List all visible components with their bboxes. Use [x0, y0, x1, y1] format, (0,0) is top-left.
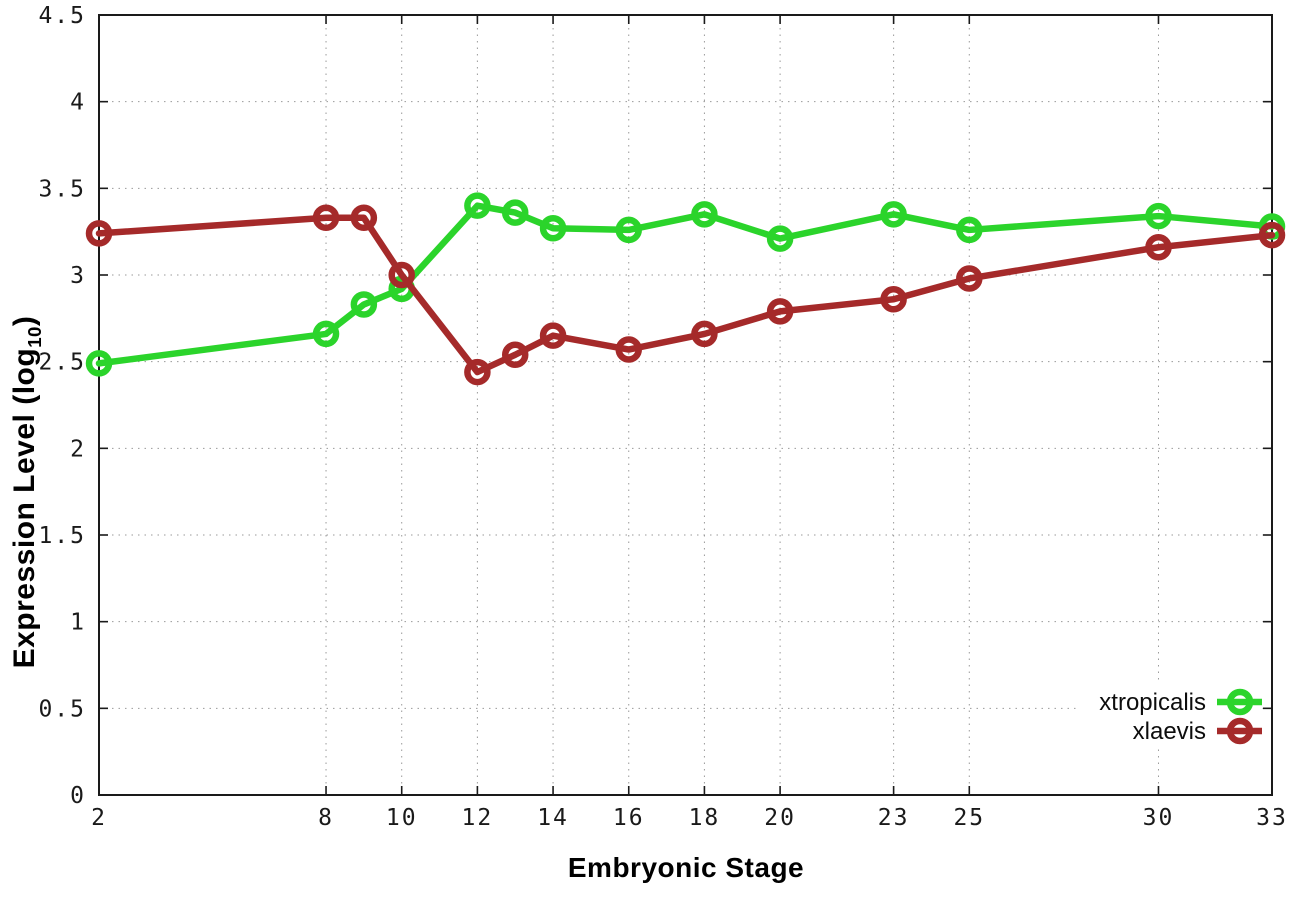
legend-label-xtropicalis: xtropicalis — [1099, 689, 1206, 716]
data-point-xlaevis — [388, 261, 415, 289]
data-point-xlaevis — [615, 336, 642, 363]
data-point-xtropicalis — [85, 350, 113, 377]
data-point-xlaevis — [350, 204, 378, 232]
y-tick-label: 0.5 — [38, 696, 86, 722]
y-axis-title-subscript: 10 — [24, 326, 45, 348]
y-tick-label: 4.5 — [38, 3, 86, 29]
legend-label-xlaevis: xlaevis — [1133, 718, 1206, 745]
data-point-xtropicalis — [615, 216, 642, 244]
y-tick-label: 2 — [70, 436, 86, 462]
data-point-xtropicalis — [312, 320, 340, 348]
data-point-xtropicalis — [464, 192, 491, 219]
y-tick-label: 4 — [70, 90, 86, 116]
legend-sample-marker-xtropicalis — [1226, 688, 1254, 716]
x-tick-label: 20 — [764, 805, 796, 831]
x-tick-label: 18 — [689, 805, 721, 831]
data-point-xlaevis — [85, 220, 113, 247]
y-axis-title-close: ) — [8, 315, 41, 327]
y-tick-label: 3 — [70, 263, 86, 289]
x-tick-label: 25 — [953, 805, 985, 831]
data-point-xtropicalis — [539, 214, 567, 242]
y-axis-title-text: Expression Level (log — [8, 347, 41, 669]
x-tick-label: 30 — [1143, 805, 1175, 831]
series-line-xlaevis — [95, 214, 1276, 376]
y-tick-label: 1 — [70, 610, 86, 636]
data-point-xtropicalis — [350, 291, 378, 318]
y-tick-label: 2.5 — [38, 350, 86, 376]
data-point-xlaevis — [501, 341, 529, 368]
y-tick-label: 3.5 — [38, 176, 86, 202]
x-tick-label: 2 — [91, 805, 107, 831]
x-axis-title: Embryonic Stage — [567, 852, 805, 883]
data-point-xlaevis — [766, 298, 794, 325]
data-point-xtropicalis — [766, 225, 794, 252]
data-point-xlaevis — [1145, 234, 1172, 261]
x-tick-label: 33 — [1256, 805, 1288, 831]
x-tick-label: 16 — [613, 805, 645, 831]
y-tick-label: 1.5 — [38, 523, 86, 549]
data-point-xlaevis — [1258, 221, 1286, 249]
data-point-xlaevis — [956, 265, 983, 292]
data-point-xlaevis — [880, 286, 907, 313]
data-point-xtropicalis — [1145, 202, 1172, 230]
data-point-xtropicalis — [691, 201, 718, 228]
data-point-xlaevis — [539, 322, 567, 349]
data-point-xlaevis — [464, 358, 491, 386]
x-tick-label: 8 — [318, 805, 334, 831]
x-tick-label: 10 — [386, 805, 418, 831]
data-point-xtropicalis — [880, 201, 907, 228]
y-axis-title: Expression Level (log10) — [8, 316, 46, 669]
data-point-xlaevis — [691, 320, 718, 348]
data-point-xtropicalis — [956, 216, 983, 244]
y-tick-label: 0 — [70, 783, 86, 809]
x-tick-label: 12 — [462, 805, 494, 831]
data-point-xlaevis — [312, 204, 340, 232]
data-point-xtropicalis — [501, 199, 529, 226]
x-tick-label: 14 — [537, 805, 569, 831]
legend-sample-marker-xlaevis — [1226, 717, 1254, 745]
x-tick-label: 23 — [878, 805, 910, 831]
plot-border — [98, 14, 1273, 796]
